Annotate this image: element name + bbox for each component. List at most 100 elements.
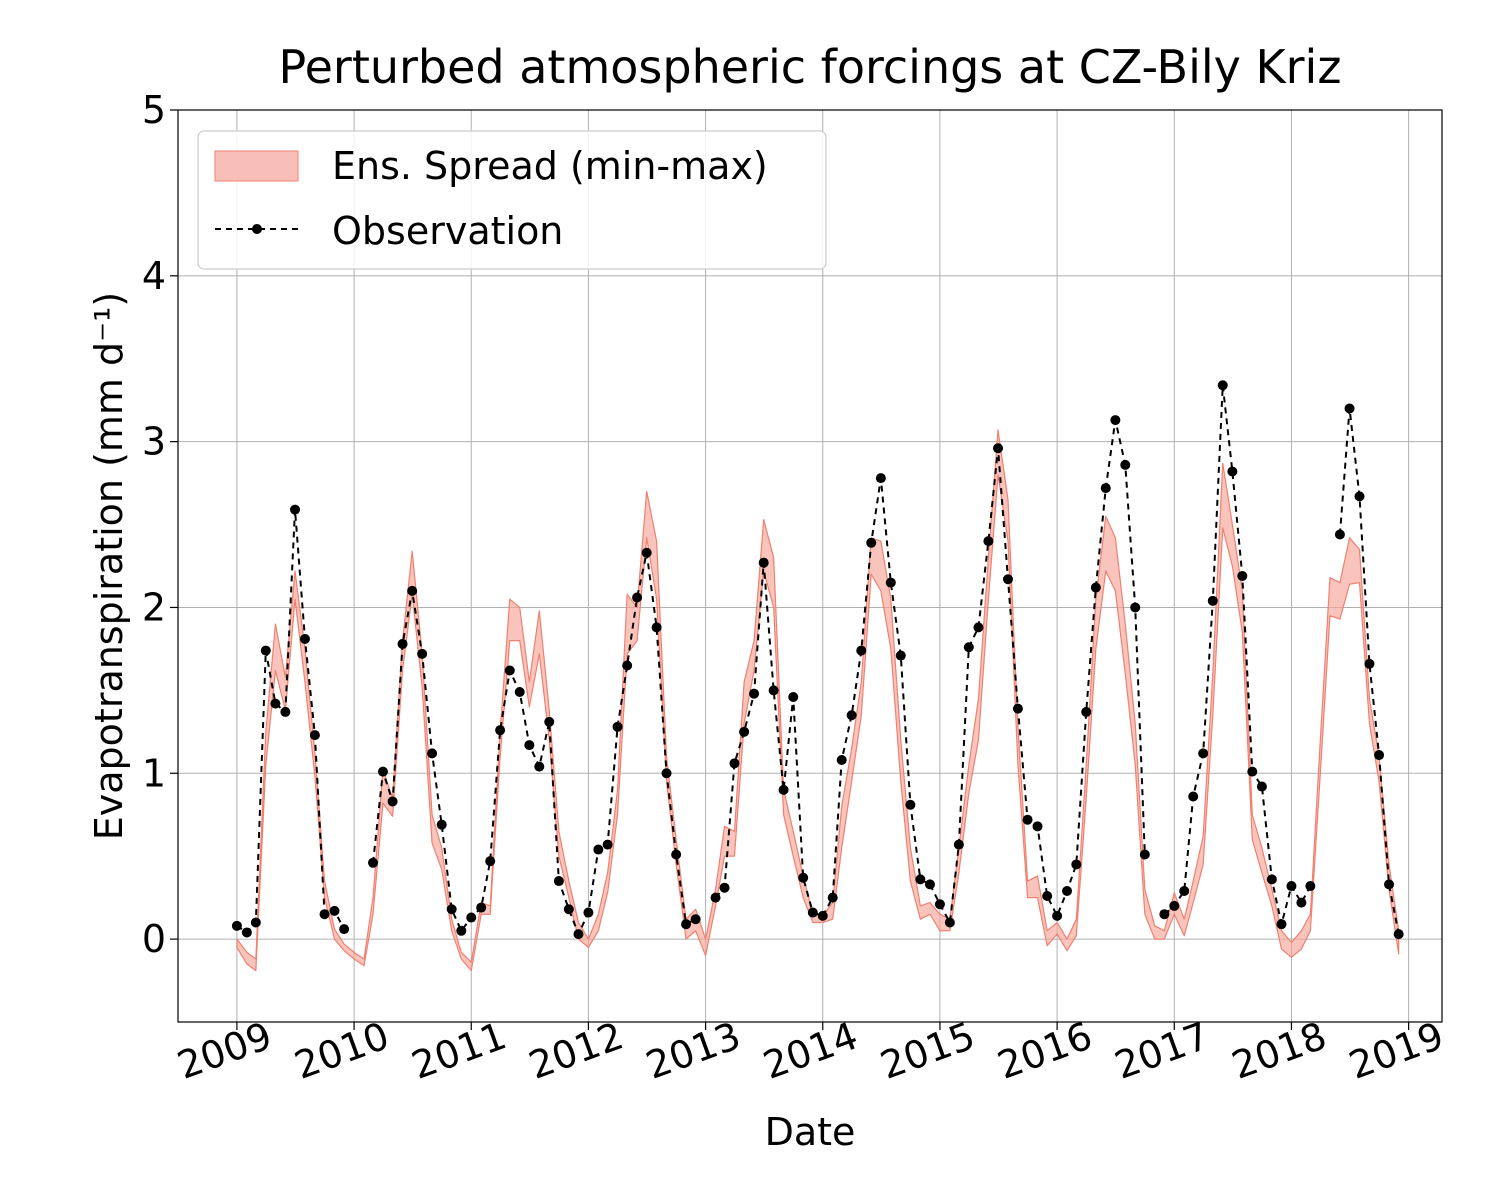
observation-point: [690, 914, 701, 925]
y-tick-label: 1: [142, 751, 166, 795]
observation-line: [236, 385, 1400, 937]
observation-point: [1130, 602, 1141, 613]
observation-point: [836, 755, 847, 766]
observation-point: [622, 660, 633, 671]
observation-point: [1207, 595, 1218, 606]
observation-point: [1090, 582, 1101, 593]
legend-marker-observation: [252, 224, 262, 234]
observation-point: [1354, 491, 1365, 502]
observation-point: [866, 537, 877, 548]
observation-point: [1062, 886, 1073, 896]
observation-point: [729, 758, 740, 769]
observation-point: [1237, 570, 1248, 581]
x-tick-label: 2013: [640, 1013, 746, 1087]
observation-point: [632, 592, 643, 603]
observation-point: [514, 687, 525, 698]
observation-point: [446, 904, 457, 915]
legend-swatch-spread: [214, 150, 299, 182]
observation-point: [397, 638, 408, 649]
observation-point: [1296, 897, 1307, 908]
observation-point: [270, 698, 281, 709]
observation-point: [671, 849, 682, 860]
observation-point: [788, 692, 799, 702]
observation-point: [827, 892, 838, 903]
observation-point: [427, 748, 438, 759]
observation-point: [1032, 821, 1043, 832]
observation-point: [993, 443, 1004, 454]
x-tick-label: 2016: [992, 1013, 1098, 1087]
observation-point: [1169, 900, 1180, 911]
observation-line-segment: [236, 509, 346, 934]
y-tick-label: 4: [142, 254, 166, 298]
observation-point: [602, 839, 613, 850]
observation-point: [1002, 574, 1013, 585]
observation-point: [1100, 483, 1111, 494]
observation-point: [329, 905, 340, 916]
observation-point: [1334, 529, 1345, 540]
legend-box: [197, 130, 827, 270]
plot-frame: [177, 109, 1443, 1023]
observation-point: [934, 899, 945, 910]
observation-point: [504, 665, 515, 676]
observation-point: [524, 740, 535, 751]
x-tick-label: 2015: [875, 1013, 981, 1087]
observation-point: [544, 716, 555, 727]
observation-point: [573, 929, 584, 940]
x-tick-label: 2010: [289, 1013, 395, 1087]
observation-point: [739, 726, 750, 737]
observation-point: [553, 876, 564, 887]
observation-point: [319, 909, 330, 920]
observation-point: [1247, 766, 1258, 777]
observation-point: [905, 799, 916, 810]
observation-point: [593, 844, 604, 855]
observation-point: [583, 907, 594, 918]
observation-markers: [231, 380, 1404, 940]
observation-point: [1179, 886, 1190, 896]
observation-point: [485, 856, 496, 867]
observation-point: [749, 688, 760, 699]
observation-point: [387, 796, 398, 807]
observation-point: [944, 917, 955, 928]
observation-point: [681, 919, 692, 930]
chart-title: Perturbed atmospheric forcings at CZ-Bil…: [279, 40, 1342, 94]
observation-point: [368, 857, 379, 868]
x-tick-label: 2019: [1343, 1013, 1449, 1087]
x-axis-label: Date: [765, 1110, 856, 1154]
observation-point: [495, 725, 506, 736]
y-axis-label: Evapotranspiration (mm d⁻¹): [87, 292, 131, 840]
x-tick-label: 2014: [757, 1013, 863, 1087]
observation-point: [953, 839, 964, 850]
observation-point: [973, 622, 984, 633]
observation-point: [1256, 781, 1267, 792]
legend: Ens. Spread (min-max) Observation: [197, 130, 827, 270]
observation-point: [1364, 658, 1375, 669]
observation-point: [1120, 459, 1131, 470]
observation-point: [1198, 748, 1209, 759]
observation-point: [563, 904, 574, 915]
observation-point: [1286, 881, 1297, 892]
x-axis: 2009 2010 2011 2012 2013 2014 2015 2016 2017 2018…: [172, 1013, 1450, 1087]
observation-point: [534, 761, 545, 772]
observation-point: [641, 547, 652, 558]
observation-point: [1139, 849, 1150, 860]
observation-point: [1217, 380, 1228, 391]
x-tick-label: 2009: [172, 1013, 278, 1087]
observation-point: [710, 892, 721, 903]
observation-point: [1052, 910, 1063, 921]
observation-point: [963, 642, 974, 653]
observation-point: [661, 768, 672, 779]
observation-point: [856, 645, 867, 656]
observation-point: [466, 912, 477, 923]
observation-point: [798, 872, 809, 883]
observation-point: [1012, 703, 1023, 714]
observation-line-segment: [1163, 385, 1312, 925]
observation-point: [778, 784, 789, 795]
y-tick-label: 5: [142, 88, 166, 132]
observation-point: [476, 902, 487, 913]
y-tick-label: 0: [142, 917, 166, 961]
observation-point: [846, 710, 857, 721]
observation-point: [817, 910, 828, 921]
observation-point: [299, 633, 310, 644]
observation-point: [339, 924, 350, 935]
